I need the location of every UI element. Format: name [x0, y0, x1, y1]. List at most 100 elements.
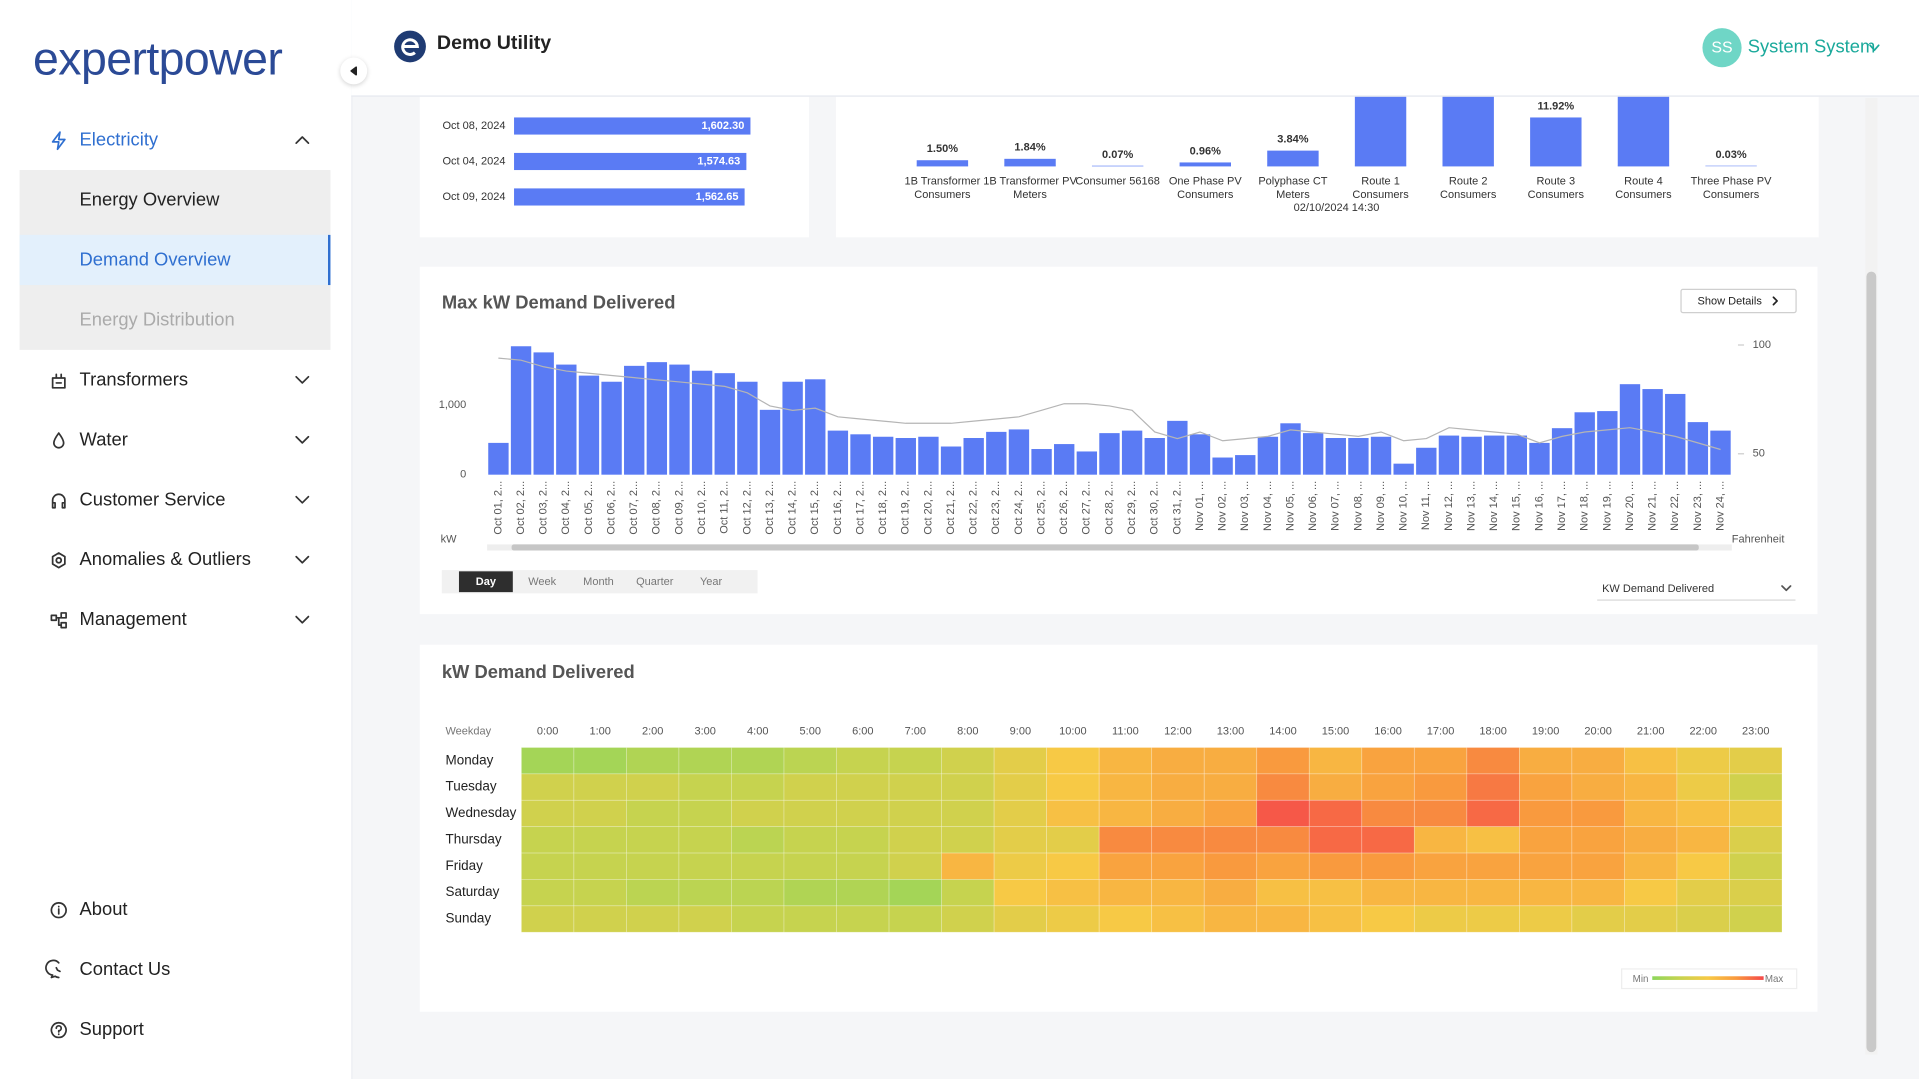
x-tick-label: Oct 18, 2...: [877, 481, 889, 535]
heat-cell: [1571, 852, 1625, 880]
collapse-button[interactable]: [340, 57, 368, 85]
x-tick-label: Oct 22, 2...: [968, 481, 980, 535]
bar-category: Polyphase CT Meters: [1258, 174, 1328, 201]
heat-cell: [888, 826, 942, 854]
footer-item[interactable]: Support: [79, 1019, 144, 1040]
heat-cell: [1413, 773, 1468, 801]
dropdown-chevron-path: [1781, 585, 1792, 592]
heat-cell: [1203, 826, 1258, 854]
period-tab[interactable]: Week: [528, 574, 557, 588]
heat-cell: [888, 747, 942, 775]
x-tick-label: Oct 31, 2...: [1171, 481, 1183, 535]
submenu-item[interactable]: Demand Overview: [79, 249, 231, 271]
heat-cell: [1519, 826, 1573, 854]
period-tab[interactable]: Quarter: [636, 574, 674, 588]
heat-cell: [1256, 879, 1310, 907]
heat-cell: [1098, 879, 1153, 907]
footer-icon: [45, 959, 61, 979]
heat-cell: [993, 773, 1048, 801]
x-tick-label: 4:00: [747, 726, 768, 738]
bar-category: 1B Transformer PV Meters: [983, 174, 1077, 201]
nav-item[interactable]: Anomalies & Outliers: [79, 549, 251, 571]
bar-value-label: 1,574.63: [697, 155, 740, 167]
show-details-label: Show Details: [1697, 294, 1762, 308]
heat-cell: [1571, 879, 1625, 907]
heat-cell: [1046, 773, 1100, 801]
x-tick-label: Nov 02, ...: [1217, 481, 1229, 531]
bar-category: Route 1 Consumers: [1352, 174, 1409, 201]
x-tick-label: 11:00: [1112, 726, 1139, 738]
nav-item[interactable]: Customer Service: [79, 489, 226, 511]
bar: [963, 438, 984, 475]
nav-item[interactable]: Water: [79, 429, 128, 451]
heat-cell: [1361, 852, 1415, 880]
heat-cell: [731, 747, 785, 775]
scroll-thumb[interactable]: [1866, 271, 1877, 1053]
heat-cell: [1519, 905, 1573, 933]
heat-cell: [1413, 826, 1468, 854]
metric-dropdown[interactable]: KW Demand Delivered: [1597, 576, 1796, 601]
heat-cell: [573, 879, 627, 907]
bar: [1354, 96, 1407, 167]
heat-cell: [1361, 879, 1415, 907]
bar: [1710, 430, 1731, 475]
heat-cell: [521, 905, 575, 933]
period-tab[interactable]: Month: [583, 574, 614, 588]
heat-cell: [1729, 799, 1783, 828]
heat-cell: [783, 852, 837, 880]
avatar[interactable]: SS: [1702, 28, 1742, 68]
nav-item[interactable]: Management: [79, 609, 187, 631]
bar: [1099, 433, 1120, 475]
user-name[interactable]: System System: [1747, 36, 1876, 58]
heat-cell: [1466, 799, 1520, 828]
bar: [601, 381, 622, 475]
heat-cell: [626, 879, 680, 907]
submenu-item[interactable]: Energy Overview: [79, 189, 220, 211]
user-chevron-path: [1869, 44, 1880, 52]
x-tick-label: Oct 07, 2...: [628, 481, 640, 535]
footer-icon-path: [50, 902, 67, 919]
nav-chevron: [295, 615, 310, 624]
bar: [1267, 150, 1319, 167]
heat-cell: [1046, 799, 1100, 828]
heat-cell: [1203, 747, 1258, 775]
heat-cell: [1361, 905, 1415, 933]
heat-cell: [1413, 852, 1468, 880]
charts: Oct 08, 2024 1,602.30 Oct 04, 2024 1,574.63…: [439, 96, 1798, 990]
page-title: Demo Utility: [436, 33, 552, 54]
nav-chevron-path: [295, 375, 310, 384]
period-tab[interactable]: Year: [699, 574, 723, 588]
heat-cell: [1624, 905, 1678, 933]
x-tick-label: 12:00: [1164, 726, 1192, 738]
x-tick-label: Oct 30, 2...: [1149, 481, 1161, 535]
period-tab[interactable]: Day: [458, 571, 513, 593]
dropdown-chevron: [1781, 585, 1792, 592]
heat-cell: [1676, 747, 1730, 775]
x-tick-label: Oct 17, 2...: [854, 481, 866, 535]
x-tick-label: 9:00: [1010, 726, 1031, 738]
x-tick-label: Nov 11, ...: [1420, 481, 1432, 530]
y-tick-label: Tuesday: [445, 779, 496, 794]
heat-cell: [1624, 852, 1678, 880]
heat-cell: [1098, 905, 1153, 933]
footer-item[interactable]: About: [79, 899, 128, 920]
heat-cell: [1203, 852, 1258, 880]
bar: [1167, 420, 1188, 475]
nav-icon: [51, 552, 66, 569]
nav-item[interactable]: Transformers: [79, 369, 189, 391]
nav-item[interactable]: Electricity: [79, 129, 159, 151]
x-tick-label: 7:00: [905, 726, 926, 738]
submenu-item[interactable]: Energy Distribution: [79, 309, 235, 331]
x-tick-label: Nov 01, ...: [1194, 481, 1206, 531]
x-tick-label: Nov 06, ...: [1307, 481, 1319, 531]
show-details-chevron-path: [1772, 296, 1778, 306]
bar: [514, 152, 747, 171]
show-details-button[interactable]: Show Details: [1680, 288, 1797, 314]
x-tick-label: Oct 16, 2...: [832, 481, 844, 535]
heat-cell: [941, 905, 995, 933]
nav-chevron: [295, 495, 310, 504]
heat-cell: [1676, 905, 1730, 933]
heat-cell: [783, 905, 837, 933]
footer-item[interactable]: Contact Us: [79, 959, 171, 980]
